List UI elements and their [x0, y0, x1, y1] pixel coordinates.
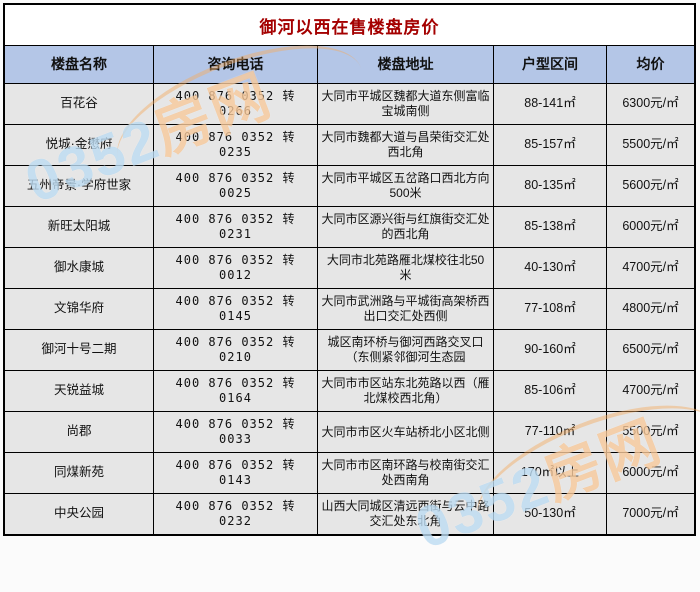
- table-row: 百花谷 400 876 0352 转 0266 大同市平城区魏都大道东侧富临宝城南侧…: [5, 84, 694, 125]
- property-name-cell: 天锐益城: [5, 371, 154, 411]
- table-row: 五州帝景·学府世家 400 876 0352 转 0025 大同市平城区五岔路口西北…: [5, 166, 694, 207]
- price-cell: 7000元/㎡: [622, 506, 679, 521]
- unit-range-cell: 80-135㎡: [494, 166, 607, 206]
- property-name-cell: 新旺太阳城: [5, 207, 154, 247]
- address-cell: 大同市平城区五岔路口西北方向500米: [318, 166, 494, 206]
- address-cell: 大同市魏都大道与昌荣街交汇处西北角: [318, 125, 494, 165]
- address-cell: 大同市武洲路与平城街高架桥西出口交汇处西侧: [318, 289, 494, 329]
- property-name-cell: 文锦华府: [5, 289, 154, 329]
- price-cell: 6000元/㎡: [622, 465, 679, 480]
- column-header-property-name: 楼盘名称: [5, 46, 154, 83]
- address-cell: 城区南环桥与御河西路交叉口（东侧紧邻御河生态园: [318, 330, 494, 370]
- table-header-row: 楼盘名称 咨询电话 楼盘地址 户型区间 均价: [5, 46, 694, 84]
- phone-cell: 400 876 0352 转 0164: [154, 371, 318, 411]
- address-cell: 山西大同城区清远西街与云中路交汇处东北角: [318, 494, 494, 534]
- property-name-cell: 悦城·金懋府: [5, 125, 154, 165]
- address-cell: 大同市市区火车站桥北小区北侧: [318, 412, 494, 452]
- unit-range-cell: 85-106㎡: [494, 371, 607, 411]
- table-row: 新旺太阳城 400 876 0352 转 0231 大同市区源兴街与红旗街交汇处的西…: [5, 207, 694, 248]
- property-name-cell: 五州帝景·学府世家: [5, 166, 154, 206]
- column-header-avg-price: 均价: [636, 55, 665, 72]
- unit-range-cell: 77-108㎡: [494, 289, 607, 329]
- phone-cell: 400 876 0352 转 0266: [154, 84, 318, 124]
- table-row: 中央公园 400 876 0352 转 0232 山西大同城区清远西街与云中路交汇处…: [5, 494, 694, 534]
- price-cell: 4800元/㎡: [622, 301, 679, 316]
- property-name-cell: 御水康城: [5, 248, 154, 288]
- phone-cell: 400 876 0352 转 0033: [154, 412, 318, 452]
- price-cell: 5600元/㎡: [622, 178, 679, 193]
- phone-cell: 400 876 0352 转 0145: [154, 289, 318, 329]
- price-cell: 5500元/㎡: [622, 424, 679, 439]
- price-cell: 5500元/㎡: [622, 137, 679, 152]
- phone-cell: 400 876 0352 转 0210: [154, 330, 318, 370]
- phone-cell: 400 876 0352 转 0231: [154, 207, 318, 247]
- address-cell: 大同市平城区魏都大道东侧富临宝城南侧: [318, 84, 494, 124]
- property-name-cell: 百花谷: [5, 84, 154, 124]
- table-title: 御河以西在售楼盘房价: [5, 5, 694, 46]
- table-row: 天锐益城 400 876 0352 转 0164 大同市市区站东北苑路以西（雁北煤校…: [5, 371, 694, 412]
- phone-cell: 400 876 0352 转 0025: [154, 166, 318, 206]
- column-header-unit-range: 户型区间: [494, 46, 607, 83]
- price-cell: 6500元/㎡: [622, 342, 679, 357]
- phone-cell: 400 876 0352 转 0012: [154, 248, 318, 288]
- property-name-cell: 中央公园: [5, 494, 154, 534]
- address-cell: 大同市市区站东北苑路以西（雁北煤校西北角）: [318, 371, 494, 411]
- table-body: 百花谷 400 876 0352 转 0266 大同市平城区魏都大道东侧富临宝城南侧…: [5, 84, 694, 534]
- property-name-cell: 御河十号二期: [5, 330, 154, 370]
- address-cell: 大同市区源兴街与红旗街交汇处的西北角: [318, 207, 494, 247]
- phone-cell: 400 876 0352 转 0235: [154, 125, 318, 165]
- column-header-phone: 咨询电话: [154, 46, 318, 83]
- column-header-address: 楼盘地址: [318, 46, 494, 83]
- table-row: 同煤新苑 400 876 0352 转 0143 大同市市区南环路与校南街交汇处西南…: [5, 453, 694, 494]
- price-cell: 4700元/㎡: [622, 260, 679, 275]
- table-row: 尚郡 400 876 0352 转 0033 大同市市区火车站桥北小区北侧 77-11…: [5, 412, 694, 453]
- unit-range-cell: 90-160㎡: [494, 330, 607, 370]
- price-cell: 4700元/㎡: [622, 383, 679, 398]
- unit-range-cell: 85-138㎡: [494, 207, 607, 247]
- unit-range-cell: 88-141㎡: [494, 84, 607, 124]
- table-row: 御河十号二期 400 876 0352 转 0210 城区南环桥与御河西路交叉口（东…: [5, 330, 694, 371]
- property-name-cell: 尚郡: [5, 412, 154, 452]
- price-cell: 6300元/㎡: [622, 96, 679, 111]
- listings-price-table: 御河以西在售楼盘房价 楼盘名称 咨询电话 楼盘地址 户型区间 均价 百花谷 400…: [3, 3, 696, 536]
- table-row: 悦城·金懋府 400 876 0352 转 0235 大同市魏都大道与昌荣街交汇处西…: [5, 125, 694, 166]
- unit-range-cell: 77-110㎡: [494, 412, 607, 452]
- phone-cell: 400 876 0352 转 0143: [154, 453, 318, 493]
- phone-cell: 400 876 0352 转 0232: [154, 494, 318, 534]
- address-cell: 大同市市区南环路与校南街交汇处西南角: [318, 453, 494, 493]
- property-name-cell: 同煤新苑: [5, 453, 154, 493]
- unit-range-cell: 50-130㎡: [494, 494, 607, 534]
- price-cell: 6000元/㎡: [622, 219, 679, 234]
- table-row: 文锦华府 400 876 0352 转 0145 大同市武洲路与平城街高架桥西出口交…: [5, 289, 694, 330]
- address-cell: 大同市北苑路雁北煤校往北50米: [318, 248, 494, 288]
- unit-range-cell: 170㎡以上: [494, 453, 607, 493]
- table-row: 御水康城 400 876 0352 转 0012 大同市北苑路雁北煤校往北50米 40…: [5, 248, 694, 289]
- unit-range-cell: 40-130㎡: [494, 248, 607, 288]
- unit-range-cell: 85-157㎡: [494, 125, 607, 165]
